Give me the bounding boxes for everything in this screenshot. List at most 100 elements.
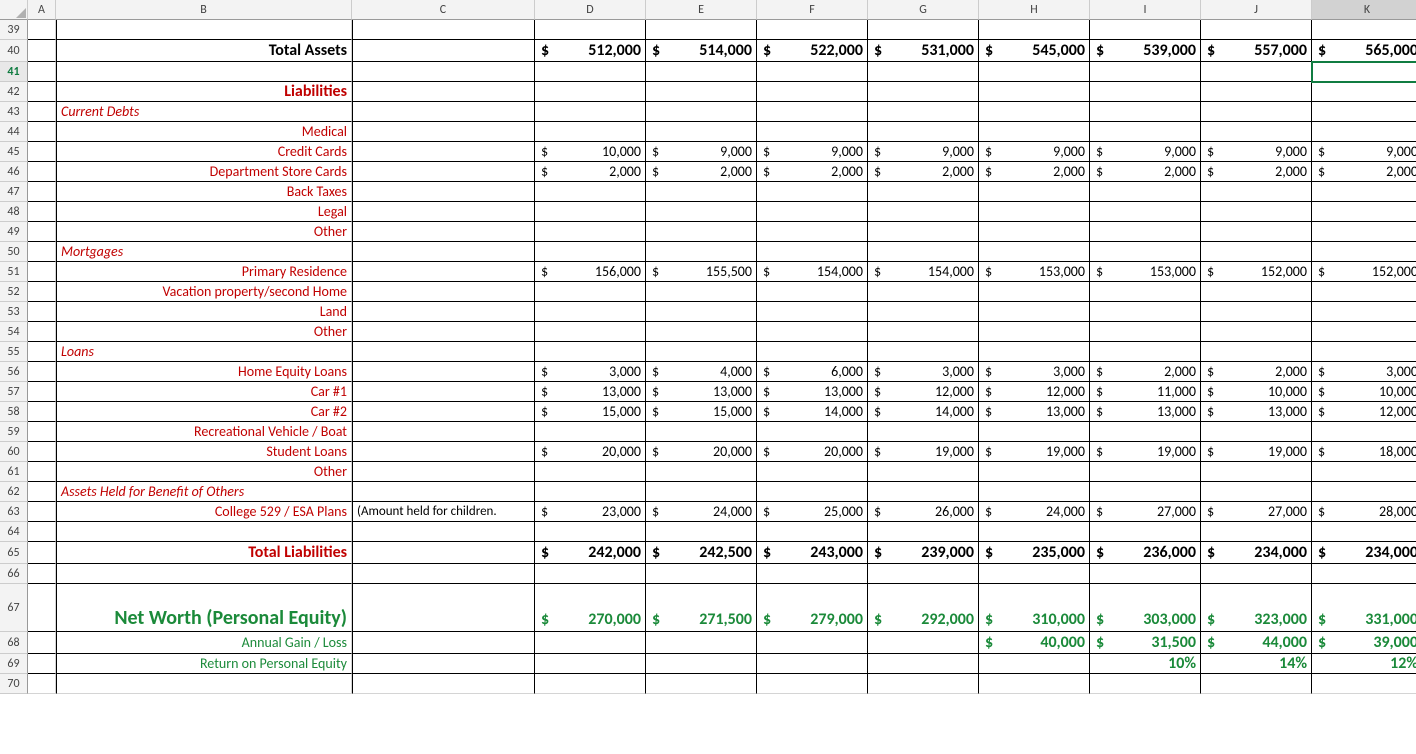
cell-C69[interactable] — [352, 654, 535, 674]
cell-K41[interactable] — [1312, 62, 1416, 82]
column-header-D[interactable]: D — [535, 0, 646, 20]
cell-A69[interactable] — [28, 654, 56, 674]
cell-A64[interactable] — [28, 522, 56, 542]
cell-A42[interactable] — [28, 82, 56, 102]
cell-A46[interactable] — [28, 162, 56, 182]
row-header-50[interactable]: 50 — [0, 242, 28, 262]
cell-E55[interactable] — [646, 342, 757, 362]
cell-C52[interactable] — [352, 282, 535, 302]
cell-C61[interactable] — [352, 462, 535, 482]
cell-D52[interactable] — [535, 282, 646, 302]
cell-H55[interactable] — [979, 342, 1090, 362]
cell-J56[interactable]: $2,000 — [1201, 362, 1312, 382]
cell-D42[interactable] — [535, 82, 646, 102]
column-header-F[interactable]: F — [757, 0, 868, 20]
cell-D45[interactable]: $10,000 — [535, 142, 646, 162]
cell-C60[interactable] — [352, 442, 535, 462]
cell-E63[interactable]: $24,000 — [646, 502, 757, 522]
cell-E53[interactable] — [646, 302, 757, 322]
cell-D61[interactable] — [535, 462, 646, 482]
cell-E49[interactable] — [646, 222, 757, 242]
cell-I47[interactable] — [1090, 182, 1201, 202]
cell-F54[interactable] — [757, 322, 868, 342]
cell-D69[interactable] — [535, 654, 646, 674]
cell-K48[interactable] — [1312, 202, 1416, 222]
cell-H59[interactable] — [979, 422, 1090, 442]
cell-B60[interactable]: Student Loans — [56, 442, 352, 462]
cell-B55[interactable]: Loans — [56, 342, 352, 362]
cell-A55[interactable] — [28, 342, 56, 362]
cell-G50[interactable] — [868, 242, 979, 262]
cell-E52[interactable] — [646, 282, 757, 302]
cell-A52[interactable] — [28, 282, 56, 302]
row-header-57[interactable]: 57 — [0, 382, 28, 402]
cell-K59[interactable] — [1312, 422, 1416, 442]
cell-B47[interactable]: Back Taxes — [56, 182, 352, 202]
cell-E48[interactable] — [646, 202, 757, 222]
cell-K45[interactable]: $9,000 — [1312, 142, 1416, 162]
cell-G63[interactable]: $26,000 — [868, 502, 979, 522]
cell-D55[interactable] — [535, 342, 646, 362]
cell-E47[interactable] — [646, 182, 757, 202]
spreadsheet-grid[interactable]: ABCDEFGHIJK3940Total Assets$512,000$514,… — [0, 0, 1416, 694]
cell-I51[interactable]: $153,000 — [1090, 262, 1201, 282]
cell-I44[interactable] — [1090, 122, 1201, 142]
row-header-61[interactable]: 61 — [0, 462, 28, 482]
cell-B56[interactable]: Home Equity Loans — [56, 362, 352, 382]
cell-A50[interactable] — [28, 242, 56, 262]
cell-E45[interactable]: $9,000 — [646, 142, 757, 162]
cell-J62[interactable] — [1201, 482, 1312, 502]
cell-B51[interactable]: Primary Residence — [56, 262, 352, 282]
cell-A68[interactable] — [28, 632, 56, 654]
cell-C46[interactable] — [352, 162, 535, 182]
cell-A44[interactable] — [28, 122, 56, 142]
cell-F42[interactable] — [757, 82, 868, 102]
cell-K61[interactable] — [1312, 462, 1416, 482]
cell-H48[interactable] — [979, 202, 1090, 222]
cell-I68[interactable]: $31,500 — [1090, 632, 1201, 654]
cell-D49[interactable] — [535, 222, 646, 242]
cell-H56[interactable]: $3,000 — [979, 362, 1090, 382]
row-header-68[interactable]: 68 — [0, 632, 28, 654]
cell-C54[interactable] — [352, 322, 535, 342]
cell-H69[interactable] — [979, 654, 1090, 674]
cell-I39[interactable] — [1090, 20, 1201, 40]
cell-K52[interactable] — [1312, 282, 1416, 302]
cell-H54[interactable] — [979, 322, 1090, 342]
cell-H45[interactable]: $9,000 — [979, 142, 1090, 162]
cell-H39[interactable] — [979, 20, 1090, 40]
cell-E59[interactable] — [646, 422, 757, 442]
cell-G41[interactable] — [868, 62, 979, 82]
row-header-54[interactable]: 54 — [0, 322, 28, 342]
cell-K39[interactable] — [1312, 20, 1416, 40]
cell-B64[interactable] — [56, 522, 352, 542]
cell-E39[interactable] — [646, 20, 757, 40]
row-header-52[interactable]: 52 — [0, 282, 28, 302]
cell-E42[interactable] — [646, 82, 757, 102]
cell-F44[interactable] — [757, 122, 868, 142]
cell-E58[interactable]: $15,000 — [646, 402, 757, 422]
cell-I62[interactable] — [1090, 482, 1201, 502]
cell-E44[interactable] — [646, 122, 757, 142]
cell-F40[interactable]: $522,000 — [757, 40, 868, 62]
cell-A53[interactable] — [28, 302, 56, 322]
cell-A41[interactable] — [28, 62, 56, 82]
cell-C59[interactable] — [352, 422, 535, 442]
cell-G61[interactable] — [868, 462, 979, 482]
column-header-K[interactable]: K — [1312, 0, 1416, 20]
cell-C67[interactable] — [352, 584, 535, 632]
cell-C56[interactable] — [352, 362, 535, 382]
cell-I66[interactable] — [1090, 564, 1201, 584]
cell-J61[interactable] — [1201, 462, 1312, 482]
cell-G67[interactable]: $292,000 — [868, 584, 979, 632]
cell-H47[interactable] — [979, 182, 1090, 202]
cell-I40[interactable]: $539,000 — [1090, 40, 1201, 62]
cell-H57[interactable]: $12,000 — [979, 382, 1090, 402]
cell-K57[interactable]: $10,000 — [1312, 382, 1416, 402]
row-header-55[interactable]: 55 — [0, 342, 28, 362]
cell-D66[interactable] — [535, 564, 646, 584]
row-header-44[interactable]: 44 — [0, 122, 28, 142]
row-header-56[interactable]: 56 — [0, 362, 28, 382]
cell-D48[interactable] — [535, 202, 646, 222]
cell-C43[interactable] — [352, 102, 535, 122]
